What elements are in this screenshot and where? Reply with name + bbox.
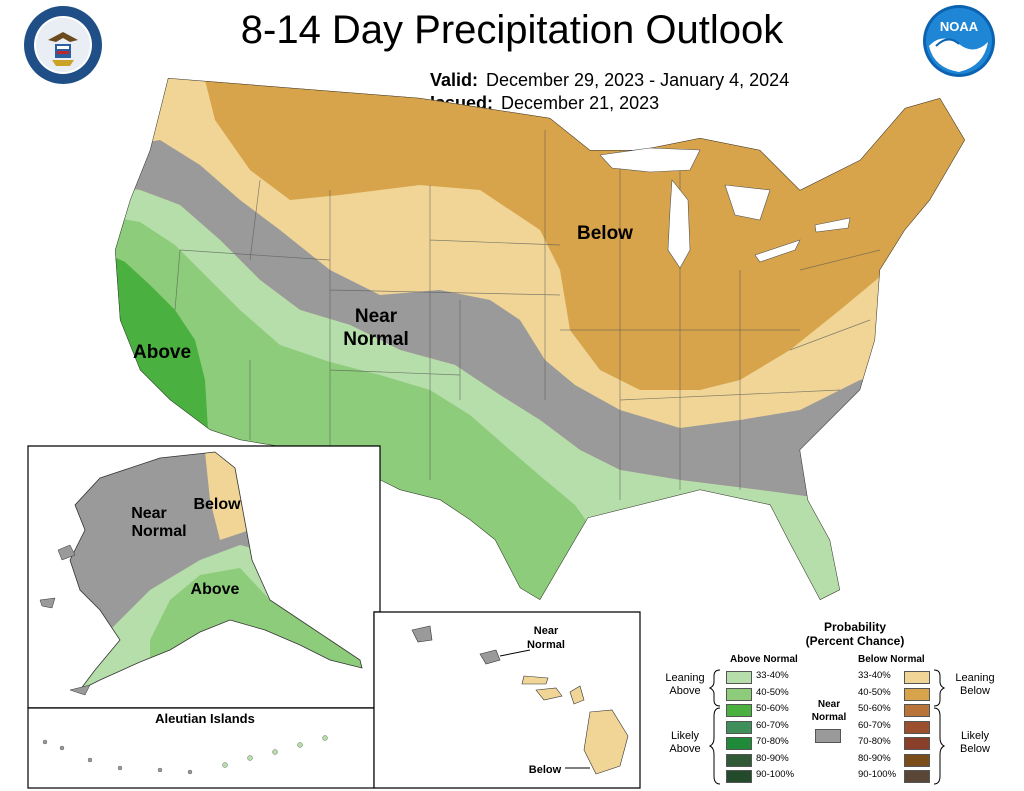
legend-below-swatch [904,737,930,750]
legend-title-line2: (Percent Chance) [805,634,905,648]
legend-likely-above: Likely Above [660,730,710,756]
label-below: Below [577,223,633,244]
legend-leaning-above: Leaning Above [660,672,710,698]
legend-below-range: 90-100% [858,769,897,780]
likely-below-line2: Below [960,743,990,755]
label-near-2: Normal [343,329,408,350]
legend-below-range: 70-80% [858,736,891,747]
legend-below-row: 60-70% [858,720,930,734]
valid-period: Valid: December 29, 2023 - January 4, 202… [430,70,789,91]
svg-text:NOAA: NOAA [940,19,979,34]
valid-label: Valid: [430,70,479,90]
likely-above-line1: Likely [670,730,700,742]
legend-below-swatch [904,687,930,701]
legend-above-range: 33-40% [756,670,789,681]
hi-near-1: Near [534,625,559,637]
legend-below-row: 70-80% [858,736,930,750]
legend-above-swatch [726,753,752,767]
ak-above: Above [191,581,240,598]
leaning-above-line1: Leaning [665,672,705,684]
legend-above-swatch [726,770,752,783]
legend-below-row: 90-100% [858,769,930,783]
ak-near-2: Normal [131,523,186,540]
legend-below-row: 80-90% [858,753,930,767]
legend-below-row: 33-40% [858,670,930,684]
legend-above-row: 80-90% [726,753,798,767]
likely-below-line1: Likely [960,730,990,742]
noaa-logo: NOAA [923,5,995,77]
legend-title-line1: Probability [823,620,886,634]
legend-likely-below: Likely Below [946,730,1004,756]
hawaii-inset: Near Normal Below [373,611,641,789]
leaning-above-line2: Above [669,685,701,697]
legend-above-header: Above Normal [730,654,798,665]
legend-below-range: 33-40% [858,670,891,681]
legend-above-range: 80-90% [756,752,789,764]
legend-below-swatch [904,671,930,684]
lake-ontario [814,217,851,233]
legend-below-range: 50-60% [858,703,891,714]
legend-title: Probability (Percent Chance) [740,620,970,648]
legend-above-range: 70-80% [756,736,789,747]
legend-above-row: 90-100% [726,769,798,783]
label-above: Above [133,342,191,363]
label-near-1: Near [355,306,398,327]
legend-above-range: 90-100% [756,769,795,780]
valid-dates: December 29, 2023 - January 4, 2024 [486,70,790,90]
near-normal-region [115,140,965,520]
legend-leaning-below: Leaning Below [946,672,1004,698]
ak-near-1: Near [131,505,167,522]
legend-above-swatch [726,687,752,701]
issued-date-value: December 21, 2023 [501,93,660,113]
legend-above-row: 50-60% [726,703,798,717]
legend-above-swatch [726,704,752,717]
legend-above-swatch [726,671,752,684]
legend-below-range: 40-50% [858,686,891,698]
lake-superior [599,147,701,173]
lake-michigan [667,179,691,269]
legend-below-swatch [904,720,930,734]
legend-above-swatch [726,737,752,750]
leaning-below-line2: Below [960,685,990,697]
ak-below: Below [193,496,241,513]
legend-above-row: 40-50% [726,687,798,701]
likely-above-line2: Above [669,743,701,755]
near-normal-line1: Near [817,699,841,710]
legend-near-normal: Near Normal [806,698,852,724]
legend-above-row: 70-80% [726,736,798,750]
legend-below-braces [933,669,946,785]
hi-below: Below [529,764,562,776]
legend-below-header: Below Normal [858,654,925,665]
legend-below-row: 40-50% [858,687,930,701]
legend-above-braces [708,669,721,785]
legend-below-swatch [904,770,930,783]
legend-above-swatch [726,720,752,734]
aleutian-label: Aleutian Islands [155,711,255,726]
lake-erie [754,239,801,263]
legend-below-range: 60-70% [858,719,891,731]
legend-below-row: 50-60% [858,703,930,717]
legend-above-row: 60-70% [726,720,798,734]
lake-huron [724,184,771,221]
legend-above-row: 33-40% [726,670,798,684]
aleutian-inset [27,707,375,789]
legend-below-swatch [904,704,930,717]
legend-near-swatch [815,729,841,743]
hi-near-2: Normal [527,639,565,651]
alaska-inset: Near Normal Below Above Aleutian Islands [27,445,381,789]
legend-above-range: 40-50% [756,686,789,698]
legend-above-range: 50-60% [756,703,789,714]
near-normal-line2: Normal [811,712,847,723]
legend-above-range: 60-70% [756,719,789,731]
department-of-commerce-seal [24,6,102,84]
leaning-below-line1: Leaning [955,672,995,684]
legend-below-range: 80-90% [858,752,891,764]
legend-below-swatch [904,753,930,767]
map-title: 8-14 Day Precipitation Outlook [240,8,784,52]
